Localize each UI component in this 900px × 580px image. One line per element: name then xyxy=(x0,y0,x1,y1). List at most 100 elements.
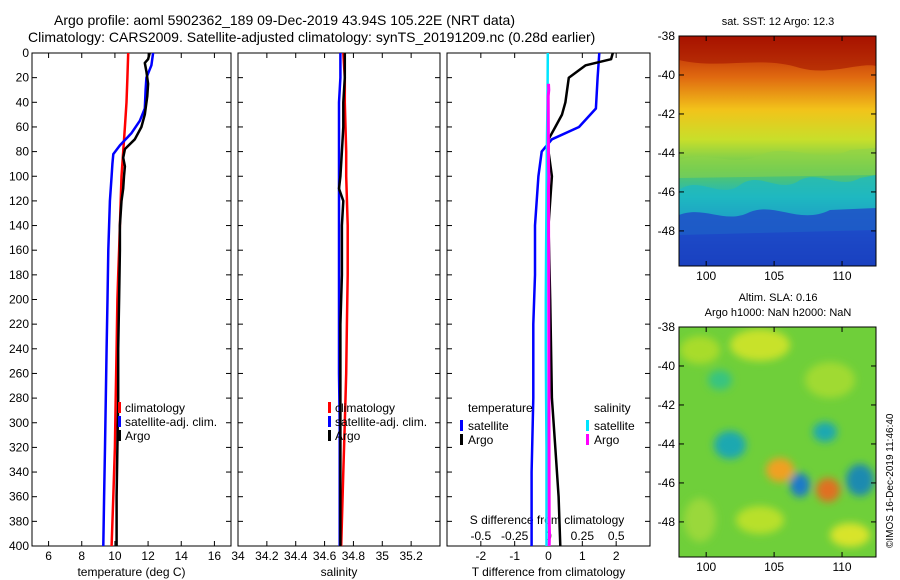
x-axis-label: T difference from climatology xyxy=(472,565,626,579)
x-tick-label: 0 xyxy=(545,549,552,563)
series-line-salinity-argo xyxy=(546,83,551,547)
series-line-satellite-adj-clim- xyxy=(102,52,155,547)
legend-title-temperature: temperature xyxy=(468,401,533,415)
x-tick-label: 8 xyxy=(78,549,85,563)
y-tick-label: 0 xyxy=(22,46,29,60)
x-tick-label: 14 xyxy=(175,549,189,563)
x-tick-label: 34 xyxy=(231,549,245,563)
x-tick-label: 10 xyxy=(108,549,122,563)
y-tick-label: 20 xyxy=(16,71,30,85)
sla-map-title-2: Argo h1000: NaN h2000: NaN xyxy=(705,307,852,319)
y-tick-label: 100 xyxy=(9,169,29,183)
salinity-panel: 34 34.2 34.4 34.6 34.8 35 35.2 salinity climatol… xyxy=(231,52,441,579)
legend-swatch-icon xyxy=(586,420,589,431)
x-axis-label: temperature (deg C) xyxy=(77,565,185,579)
map-x-tick-label: 110 xyxy=(832,269,851,283)
legend-label: Argo xyxy=(594,433,620,447)
legend-label: Argo xyxy=(468,433,494,447)
legend-label: satellite xyxy=(468,419,509,433)
legend-label: satellite xyxy=(594,419,635,433)
secondary-tick-label: 0.5 xyxy=(608,529,625,543)
y-tick-label: 120 xyxy=(9,194,29,208)
map-x-tick-label: 105 xyxy=(764,560,784,574)
y-tick-label: 240 xyxy=(9,342,29,356)
map-x-tick-label: 105 xyxy=(764,269,784,283)
y-tick-label: 140 xyxy=(9,219,29,233)
y-tick-label: 200 xyxy=(9,293,29,307)
y-tick-label: 320 xyxy=(9,440,29,454)
y-tick-label: 60 xyxy=(16,120,30,134)
legend-swatch-icon xyxy=(328,430,331,441)
map-y-tick-label: -42 xyxy=(658,398,676,412)
y-tick-label: 160 xyxy=(9,243,29,257)
legend-label: satellite-adj. clim. xyxy=(125,415,217,429)
secondary-tick-label: 0.25 xyxy=(571,529,595,543)
legend-swatch-icon xyxy=(586,434,589,445)
legend-swatch-icon xyxy=(328,402,331,413)
y-tick-label: 400 xyxy=(9,539,29,553)
y-tick-label: 280 xyxy=(9,391,29,405)
series-line-climatology xyxy=(339,52,349,547)
x-tick-label: 1 xyxy=(579,549,586,563)
legend-label: climatology xyxy=(125,401,185,415)
x-tick-label: 6 xyxy=(45,549,52,563)
x-tick-label: 34.8 xyxy=(342,549,366,563)
legend-swatch-icon xyxy=(118,402,121,413)
y-tick-label: 220 xyxy=(9,317,29,331)
legend-label: climatology xyxy=(335,401,395,415)
y-tick-label: 380 xyxy=(9,514,29,528)
x-tick-label: 34.2 xyxy=(255,549,279,563)
sst-map-panel: sat. SST: 12 Argo: 12.3 100 105 110 -38 -40 -… xyxy=(658,16,877,283)
x-tick-label: 34.6 xyxy=(313,549,337,563)
y-tick-label: 360 xyxy=(9,490,29,504)
map-y-tick-label: -46 xyxy=(658,185,676,199)
x-tick-label: 35 xyxy=(376,549,390,563)
y-tick-label: 300 xyxy=(9,416,29,430)
legend-swatch-icon xyxy=(118,430,121,441)
title-line-1: Argo profile: aoml 5902362_189 09-Dec-20… xyxy=(54,12,515,28)
map-y-tick-label: -48 xyxy=(658,224,676,238)
secondary-tick-label: -0.5 xyxy=(470,529,491,543)
map-y-tick-label: -46 xyxy=(658,476,676,490)
y-tick-label: 80 xyxy=(16,145,30,159)
plot-frame xyxy=(31,52,232,547)
series-line-temperature-satellite xyxy=(530,52,601,546)
sla-map-title-1: Altim. SLA: 0.16 xyxy=(739,292,818,304)
map-y-tick-label: -40 xyxy=(658,359,676,373)
x-axis-label: salinity xyxy=(321,565,358,579)
x-tick-label: -1 xyxy=(509,549,520,563)
legend-label: Argo xyxy=(335,429,361,443)
map-x-tick-label: 100 xyxy=(696,560,716,574)
x-tick-label: 34.4 xyxy=(284,549,308,563)
legend-swatch-icon xyxy=(328,416,331,427)
sst-map-title: sat. SST: 12 Argo: 12.3 xyxy=(722,16,835,28)
map-y-tick-label: -48 xyxy=(658,515,676,529)
legend-swatch-icon xyxy=(460,434,463,445)
y-tick-label: 260 xyxy=(9,366,29,380)
watermark: ©IMOS 16-Dec-2019 11:46:40 xyxy=(885,413,896,548)
x-tick-label: -2 xyxy=(475,549,486,563)
sst-map-image xyxy=(679,36,876,266)
sla-map-image xyxy=(679,327,876,557)
map-y-tick-label: -42 xyxy=(658,107,676,121)
title-line-2: Climatology: CARS2009. Satellite-adjuste… xyxy=(28,29,595,45)
legend-label: satellite-adj. clim. xyxy=(335,415,427,429)
legend-label: Argo xyxy=(125,429,151,443)
x-tick-label: 16 xyxy=(208,549,222,563)
legend-title-salinity: salinity xyxy=(594,401,631,415)
temperature-panel: 0 20 40 60 80 100 120 140 160 180 200 220 240 260 280 3… xyxy=(9,46,232,579)
sla-map-panel: Altim. SLA: 0.16 Argo h1000: NaN h2000: … xyxy=(658,292,877,574)
secondary-tick-label: -0.25 xyxy=(501,529,529,543)
series-line-argo xyxy=(115,52,151,546)
legend-swatch-icon xyxy=(118,416,121,427)
series-line-argo xyxy=(337,53,347,546)
map-y-tick-label: -38 xyxy=(658,29,676,43)
map-x-tick-label: 100 xyxy=(696,269,716,283)
x-tick-label: 35.2 xyxy=(399,549,423,563)
y-tick-label: 180 xyxy=(9,268,29,282)
legend-swatch-icon xyxy=(460,420,463,431)
map-y-tick-label: -38 xyxy=(658,320,676,334)
x-tick-label: 2 xyxy=(613,549,620,563)
